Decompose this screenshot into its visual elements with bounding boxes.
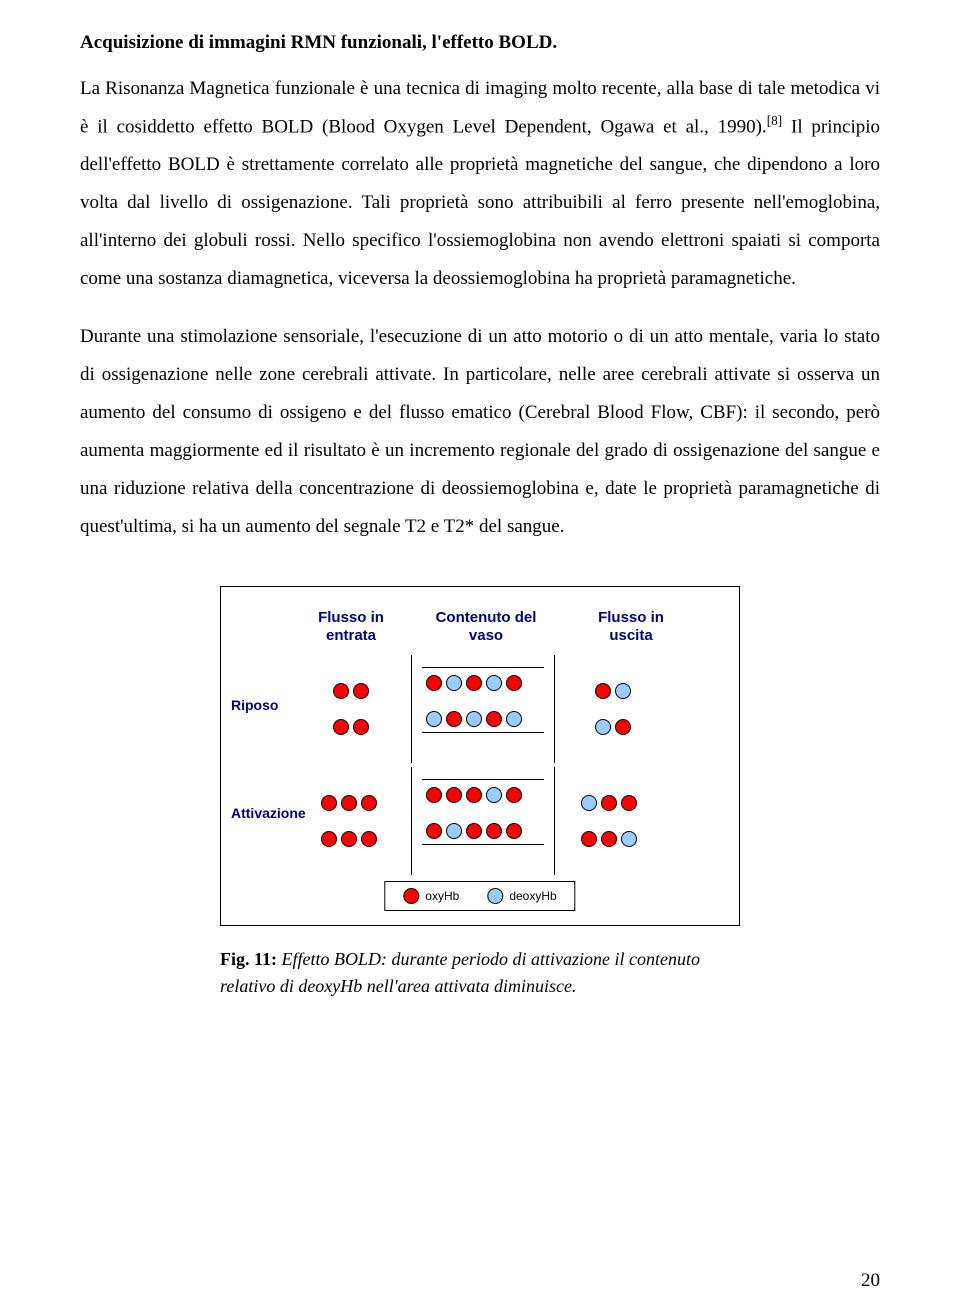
oxy-dot-icon <box>446 711 462 727</box>
oxy-dot-icon <box>321 795 337 811</box>
caption-text: Effetto BOLD: durante periodo di attivaz… <box>220 949 700 996</box>
inflow-riposo <box>333 683 369 735</box>
deoxy-dot-icon <box>486 675 502 691</box>
oxy-dot-icon <box>615 719 631 735</box>
oxy-dot-icon <box>595 683 611 699</box>
oxy-dot-icon <box>506 675 522 691</box>
oxy-dot-icon <box>403 888 419 904</box>
deoxy-dot-icon <box>466 711 482 727</box>
col-header-outflow: Flusso in uscita <box>591 609 671 645</box>
row-label-attivazione: Attivazione <box>231 805 306 821</box>
deoxy-dot-icon <box>595 719 611 735</box>
caption-label: Fig. 11: <box>220 949 277 969</box>
inflow-attivazione <box>321 795 377 847</box>
deoxy-dot-icon <box>446 823 462 839</box>
oxy-dot-icon <box>506 787 522 803</box>
citation-8: [8] <box>767 113 783 128</box>
deoxy-dot-icon <box>506 711 522 727</box>
oxy-dot-icon <box>581 831 597 847</box>
vessel-attivazione <box>411 767 555 875</box>
oxy-dot-icon <box>506 823 522 839</box>
oxy-dot-icon <box>341 795 357 811</box>
legend-oxyhb: oxyHb <box>403 888 459 904</box>
oxy-dot-icon <box>361 795 377 811</box>
oxy-dot-icon <box>321 831 337 847</box>
outflow-attivazione <box>581 795 637 847</box>
deoxy-dot-icon <box>581 795 597 811</box>
legend-deoxy-label: deoxyHb <box>509 889 556 903</box>
oxy-dot-icon <box>466 675 482 691</box>
oxy-dot-icon <box>426 823 442 839</box>
paragraph-1: La Risonanza Magnetica funzionale è una … <box>80 70 880 298</box>
oxy-dot-icon <box>361 831 377 847</box>
oxy-dot-icon <box>446 787 462 803</box>
legend-deoxyhb: deoxyHb <box>487 888 556 904</box>
paragraph-1b: Il principio dell'effetto BOLD è stretta… <box>80 116 880 289</box>
row-label-riposo: Riposo <box>231 697 278 713</box>
figure-caption: Fig. 11: Effetto BOLD: durante periodo d… <box>220 946 740 1000</box>
oxy-dot-icon <box>341 831 357 847</box>
oxy-dot-icon <box>466 787 482 803</box>
deoxy-dot-icon <box>446 675 462 691</box>
deoxy-dot-icon <box>426 711 442 727</box>
oxy-dot-icon <box>486 823 502 839</box>
oxy-dot-icon <box>466 823 482 839</box>
oxy-dot-icon <box>353 719 369 735</box>
paragraph-1a: La Risonanza Magnetica funzionale è una … <box>80 78 880 137</box>
deoxy-dot-icon <box>486 787 502 803</box>
oxy-dot-icon <box>333 719 349 735</box>
vessel-riposo <box>411 655 555 763</box>
oxy-dot-icon <box>601 795 617 811</box>
deoxy-dot-icon <box>615 683 631 699</box>
oxy-dot-icon <box>426 787 442 803</box>
oxy-dot-icon <box>333 683 349 699</box>
legend: oxyHb deoxyHb <box>384 881 575 911</box>
paragraph-2: Durante una stimolazione sensoriale, l'e… <box>80 318 880 546</box>
legend-oxy-label: oxyHb <box>425 889 459 903</box>
oxy-dot-icon <box>486 711 502 727</box>
bold-effect-diagram: Flusso in entrata Contenuto del vaso Flu… <box>220 586 740 926</box>
col-header-inflow: Flusso in entrata <box>311 609 391 645</box>
outflow-riposo <box>595 683 631 735</box>
col-header-vessel: Contenuto del vaso <box>426 609 546 645</box>
oxy-dot-icon <box>353 683 369 699</box>
deoxy-dot-icon <box>487 888 503 904</box>
oxy-dot-icon <box>601 831 617 847</box>
oxy-dot-icon <box>621 795 637 811</box>
oxy-dot-icon <box>426 675 442 691</box>
section-heading: Acquisizione di immagini RMN funzionali,… <box>80 32 880 54</box>
page-number: 20 <box>861 1270 880 1292</box>
deoxy-dot-icon <box>621 831 637 847</box>
